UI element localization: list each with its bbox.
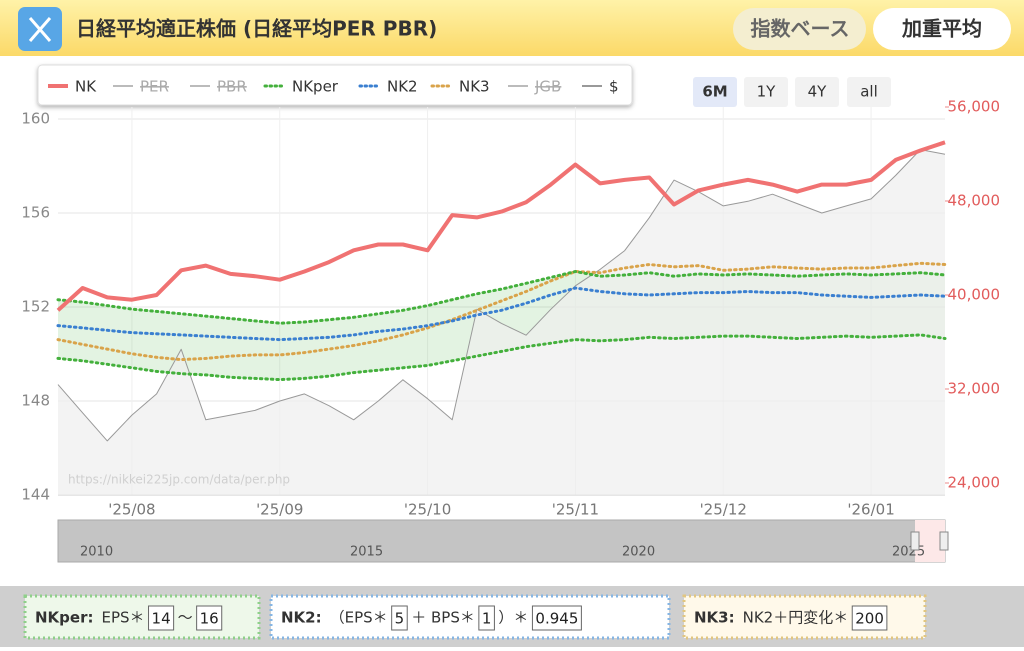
formula-text: ）＊ (498, 609, 528, 627)
formula-text: NK2＋円変化＊ (743, 609, 849, 627)
y-tick-label: 160 (21, 110, 50, 128)
range-button-label[interactable]: 1Y (757, 83, 777, 101)
line (56, 333, 947, 382)
formula-text: EPS＊ (101, 609, 144, 627)
formula-text: ＋ BPS＊ (411, 609, 475, 627)
input-value[interactable]: 0.945 (535, 610, 578, 628)
y-tick-label: 152 (21, 298, 50, 316)
x-tick-label: '25/09 (256, 501, 303, 519)
legend-label[interactable]: PER (140, 78, 169, 96)
input-value[interactable]: 14 (152, 610, 171, 628)
page-title: 日経平均適正株価 (日経平均PER PBR) (76, 17, 437, 41)
input-box[interactable] (196, 605, 223, 631)
area (58, 149, 945, 495)
legend-label[interactable]: JGB (534, 78, 561, 96)
y-tick-label: 144 (21, 486, 50, 504)
line (56, 261, 947, 362)
x-icon-glyph (28, 17, 52, 42)
range-button-label[interactable]: 4Y (808, 83, 828, 101)
range-button[interactable] (744, 77, 788, 107)
navigator-label: 2015 (350, 545, 383, 560)
x-tick-label: '25/11 (552, 501, 599, 519)
input-value[interactable]: 200 (855, 610, 884, 628)
mode-button[interactable] (733, 8, 866, 50)
line (56, 270, 947, 325)
navigator-label: 2020 (622, 545, 655, 560)
legend-box (37, 64, 633, 106)
range-button[interactable] (795, 77, 839, 107)
legend-label[interactable]: NK (75, 78, 97, 96)
input-value[interactable]: 16 (200, 610, 219, 628)
formula-label: NK2: (281, 609, 322, 627)
x-tick-label: '25/10 (404, 501, 451, 519)
range-button[interactable] (847, 77, 891, 107)
x-tick-label: '25/08 (108, 501, 155, 519)
navigator[interactable] (57, 519, 946, 563)
legend-label[interactable]: NK2 (387, 78, 418, 96)
navigator-handle[interactable] (910, 531, 920, 551)
range-button[interactable] (693, 77, 737, 107)
y2-tick-label: 48,000 (948, 192, 1001, 210)
y2-tick-label: 56,000 (948, 98, 1001, 116)
line (57, 149, 946, 442)
y2-tick-label: 40,000 (948, 286, 1001, 304)
formula-label: NK3: (694, 609, 735, 627)
navigator-handle[interactable] (939, 531, 949, 551)
legend-label[interactable]: $ (609, 78, 619, 96)
mode-button-label[interactable]: 加重平均 (901, 17, 982, 41)
input-box[interactable] (851, 605, 888, 631)
legend-label[interactable]: NK3 (459, 78, 490, 96)
formula-label: NKper: (35, 609, 93, 627)
y-tick-label: 148 (21, 392, 50, 410)
input-box[interactable] (391, 605, 408, 631)
input-value[interactable]: 5 (395, 610, 405, 628)
mode-button-label[interactable]: 指数ベース (751, 17, 850, 41)
y-tick-label: 156 (21, 204, 50, 222)
input-box[interactable] (148, 605, 175, 631)
legend-label[interactable]: NKper (292, 78, 339, 96)
input-box[interactable] (478, 605, 495, 631)
input-value[interactable]: 1 (482, 610, 492, 628)
range-button-label[interactable]: 6M (702, 83, 727, 101)
formula-text: 〜 (178, 609, 193, 627)
x-tick-label: '26/01 (847, 501, 894, 519)
y2-tick-label: 24,000 (948, 474, 1001, 492)
navigator-label: 2025 (892, 545, 925, 560)
formula-text: （EPS＊ (330, 609, 388, 627)
x-tick-label: '25/12 (700, 501, 747, 519)
line (56, 140, 946, 312)
range-button-label[interactable]: all (860, 83, 878, 101)
formula-box (269, 594, 671, 640)
y2-tick-label: 32,000 (948, 380, 1001, 398)
navigator-label: 2010 (80, 545, 113, 560)
line (56, 286, 947, 342)
input-box[interactable] (531, 605, 582, 631)
legend-label[interactable]: PBR (217, 78, 247, 96)
mode-button[interactable] (873, 8, 1011, 50)
